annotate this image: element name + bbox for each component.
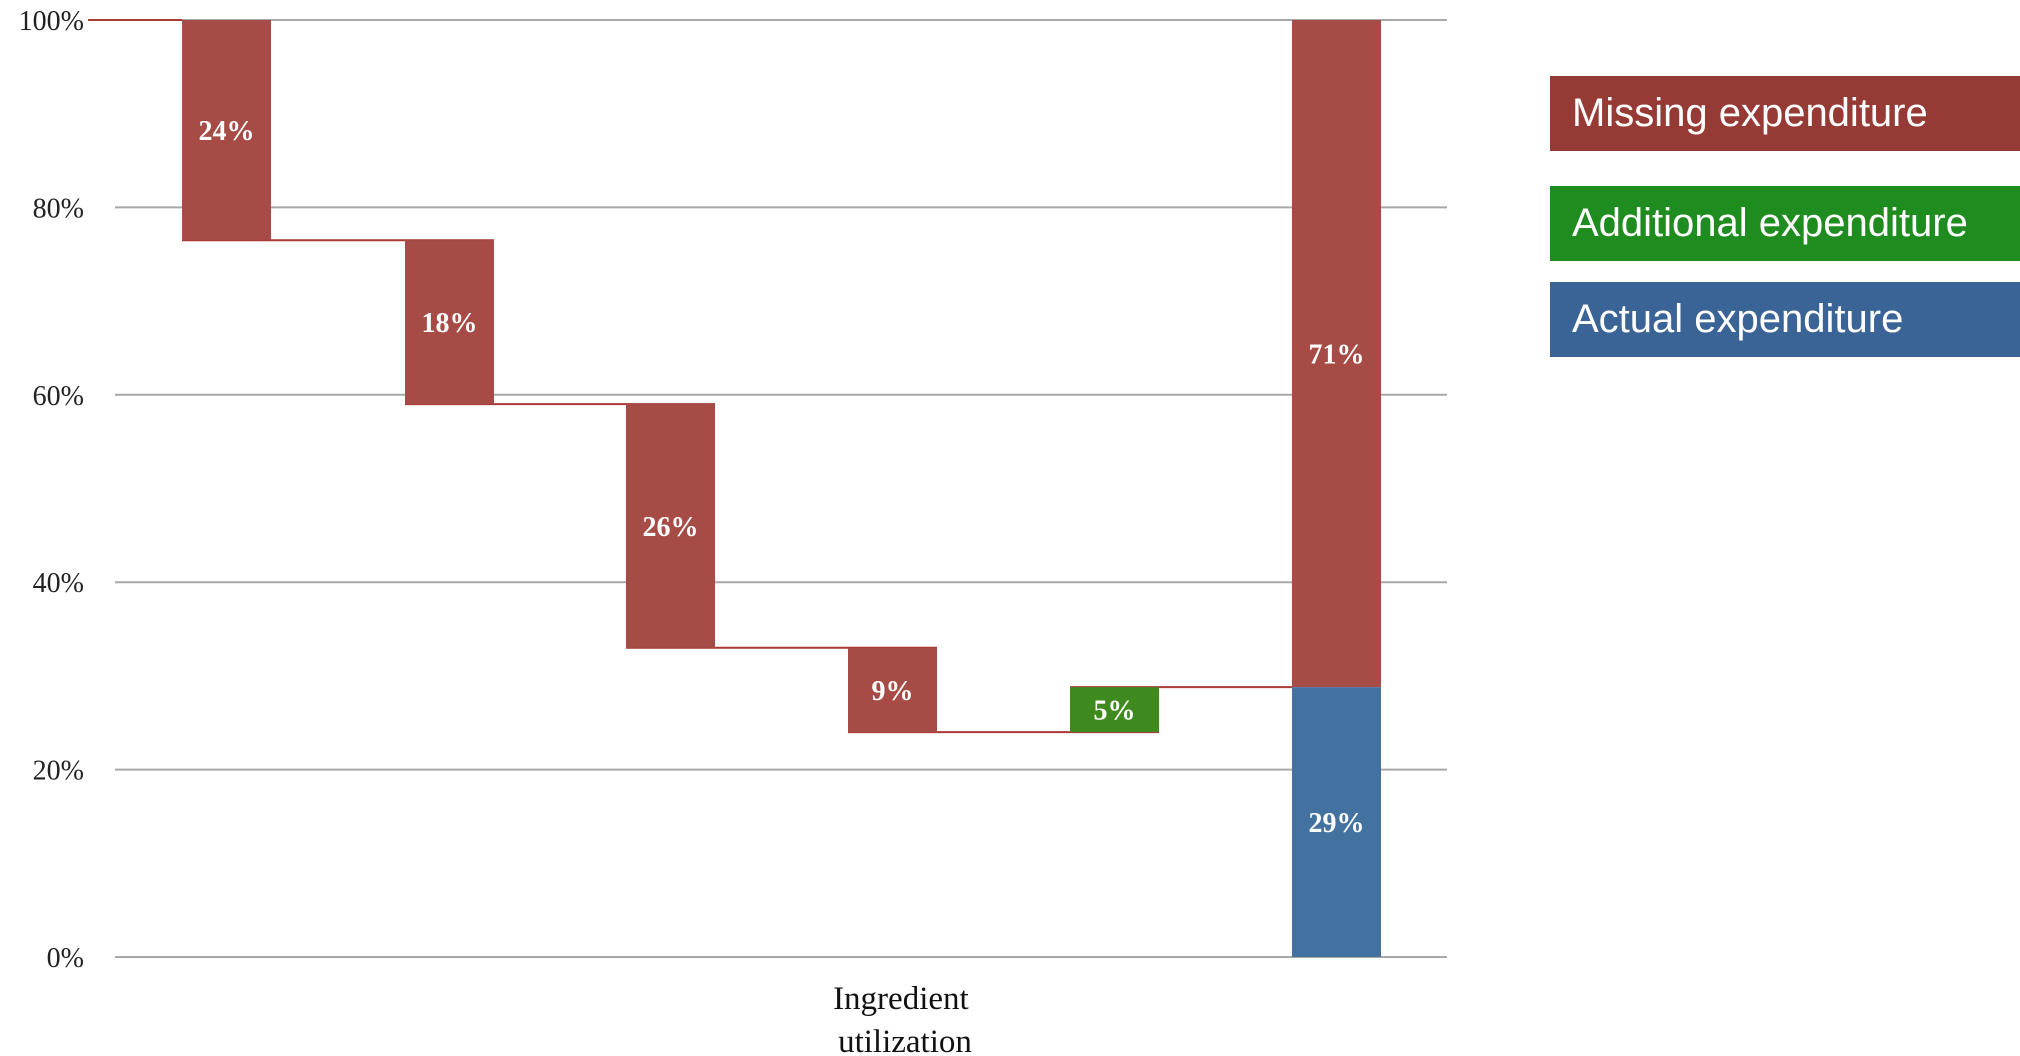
legend-item-actual: Actual expenditure [1550,282,2020,357]
bar-additional [1070,687,1159,733]
total-bar-missing [1292,20,1381,688]
bars [182,20,1381,957]
y-tick-label: 20% [33,756,84,787]
x-axis-label-line-2: utilization [838,1024,972,1056]
legend-label-actual: Actual expenditure [1572,297,1904,341]
bar-missing [182,20,271,241]
bar-value-label: 5% [1094,696,1136,727]
y-axis-ticks: 0% 20% 40% 60% 80% 100% [19,6,84,974]
y-tick-label: 60% [33,381,84,412]
bar-value-label: 24% [199,116,255,147]
x-axis-label: Ingredient utilization [833,981,977,1056]
bar-value-label: 9% [872,676,914,707]
legend-label-missing: Missing expenditure [1572,91,1928,135]
bar-value-label: 18% [422,308,478,339]
y-tick-label: 0% [47,943,84,974]
legend-item-additional: Additional expenditure [1550,186,2020,261]
y-tick-label: 40% [33,568,84,599]
waterfall-chart: 0% 20% 40% 60% 80% 100% 24% 18% 26% 9% 5% 71% 29% I… [19,6,1447,1056]
total-bar-actual [1292,687,1381,957]
total-bar-value-label: 29% [1309,808,1365,839]
bar-labels: 24% 18% 26% 9% 5% 71% 29% [199,116,1365,839]
bar-missing [405,240,494,405]
y-tick-label: 100% [19,6,84,37]
bar-missing [848,647,937,733]
total-bar-value-label: 71% [1309,340,1365,371]
bar-value-label: 26% [643,512,699,543]
legend-item-missing: Missing expenditure [1550,76,2020,151]
legend-label-additional: Additional expenditure [1572,201,1968,245]
x-axis-label-line-1: Ingredient [833,981,969,1017]
y-tick-label: 80% [33,193,84,224]
bar-missing [626,404,715,648]
grid-lines [115,19,1447,958]
